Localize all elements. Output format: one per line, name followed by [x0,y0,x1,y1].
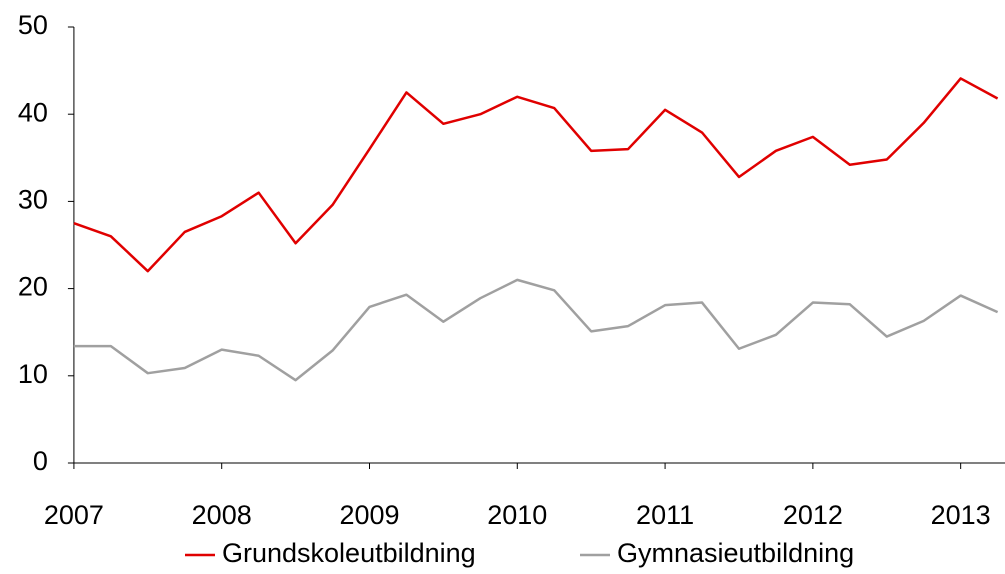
y-tick-label: 20 [18,272,48,302]
x-tick-label: 2008 [192,500,252,530]
y-tick-label: 30 [18,185,48,215]
x-tick-label: 2012 [783,500,843,530]
y-tick-label: 0 [33,446,48,476]
line-series [73,278,999,382]
line-series [73,77,999,273]
x-tick-label: 2007 [44,500,104,530]
y-tick-label: 50 [18,10,48,40]
x-tick-label: 2011 [636,500,694,530]
legend-label: Grundskoleutbildning [222,538,476,568]
x-tick-label: 2010 [487,500,547,530]
x-tick-label: 2013 [931,500,991,530]
x-tick-label: 2009 [339,500,399,530]
legend-label: Gymnasieutbildning [617,538,854,568]
y-tick-label: 40 [18,97,48,127]
y-tick-label: 10 [18,359,48,389]
